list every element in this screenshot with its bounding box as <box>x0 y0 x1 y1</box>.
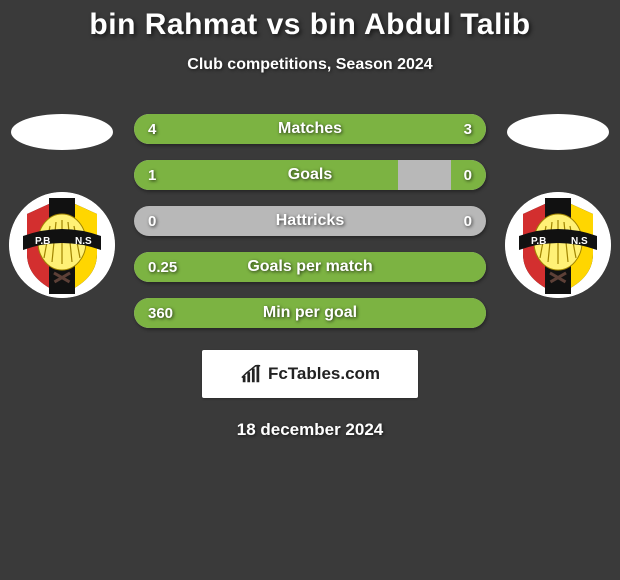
player-left-column: P.B N.S <box>8 114 116 298</box>
stat-fill-left <box>134 252 486 282</box>
brand-box[interactable]: FcTables.com <box>202 350 418 398</box>
stat-bar-goals: 1 Goals 0 <box>134 160 486 190</box>
club-badge-right-svg: P.B N.S <box>505 192 611 298</box>
comparison-card: bin Rahmat vs bin Abdul Talib Club compe… <box>0 0 620 440</box>
page-subtitle: Club competitions, Season 2024 <box>0 56 620 74</box>
stat-fill-left <box>134 114 335 144</box>
page-title: bin Rahmat vs bin Abdul Talib <box>0 8 620 42</box>
main-row: P.B N.S 4 Matches 3 <box>0 114 620 328</box>
stat-bar-matches: 4 Matches 3 <box>134 114 486 144</box>
club-badge-left: P.B N.S <box>9 192 115 298</box>
footer-date: 18 december 2024 <box>0 420 620 440</box>
badge-text-left: P.B <box>531 236 546 247</box>
club-badge-right: P.B N.S <box>505 192 611 298</box>
stat-label: Hattricks <box>134 206 486 236</box>
stat-value-right: 0 <box>464 206 472 236</box>
stat-value-left: 0 <box>148 206 156 236</box>
stat-fill-left <box>134 160 398 190</box>
club-badge-left-svg: P.B N.S <box>9 192 115 298</box>
bar-chart-icon <box>240 363 262 385</box>
player-left-placeholder-disc <box>11 114 113 150</box>
stat-fill-right <box>451 160 486 190</box>
stat-fill-right <box>335 114 486 144</box>
badge-text-left: P.B <box>35 236 50 247</box>
brand-text: FcTables.com <box>268 364 380 384</box>
stat-bar-goals-per-match: 0.25 Goals per match <box>134 252 486 282</box>
badge-text-right: N.S <box>571 236 588 247</box>
stat-bar-hattricks: 0 Hattricks 0 <box>134 206 486 236</box>
stat-fill-left <box>134 298 486 328</box>
player-right-placeholder-disc <box>507 114 609 150</box>
player-right-column: P.B N.S <box>504 114 612 298</box>
stats-column: 4 Matches 3 1 Goals 0 0 Hattricks 0 <box>134 114 486 328</box>
badge-text-right: N.S <box>75 236 92 247</box>
stat-bar-min-per-goal: 360 Min per goal <box>134 298 486 328</box>
